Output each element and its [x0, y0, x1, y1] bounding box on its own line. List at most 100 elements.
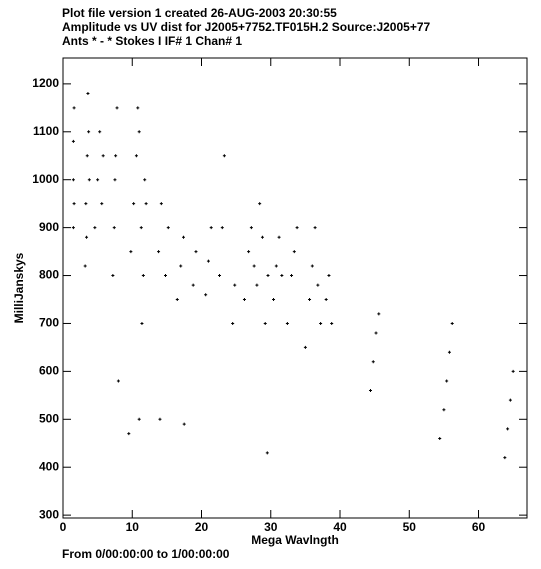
- point: [140, 321, 144, 325]
- point: [249, 226, 253, 230]
- point: [71, 178, 75, 182]
- point: [86, 91, 90, 95]
- point: [100, 202, 104, 206]
- point: [511, 369, 515, 373]
- point: [134, 154, 138, 158]
- title-line: Amplitude vs UV dist for J2005+7752.TF01…: [62, 20, 431, 34]
- point: [157, 250, 161, 254]
- point: [112, 226, 116, 230]
- point: [87, 130, 91, 134]
- point: [260, 235, 264, 239]
- point: [87, 178, 91, 182]
- point: [139, 226, 143, 230]
- point: [371, 360, 375, 364]
- point: [327, 274, 331, 278]
- y-tick-label: 1200: [32, 76, 59, 90]
- point: [85, 235, 89, 239]
- point: [98, 130, 102, 134]
- y-tick-label: 400: [39, 459, 59, 473]
- point: [116, 379, 120, 383]
- point: [191, 283, 195, 287]
- point: [263, 321, 267, 325]
- point: [280, 274, 284, 278]
- title-line: Ants * - * Stokes I IF# 1 Chan# 1: [62, 34, 242, 48]
- y-tick-label: 600: [39, 364, 59, 378]
- point: [84, 202, 88, 206]
- point: [194, 250, 198, 254]
- point: [129, 250, 133, 254]
- y-tick-label: 1100: [33, 124, 59, 138]
- point: [222, 154, 226, 158]
- point: [179, 264, 183, 268]
- point: [136, 106, 140, 110]
- point: [308, 298, 312, 301]
- point: [442, 408, 446, 412]
- point: [111, 274, 115, 278]
- point: [277, 235, 281, 239]
- point: [204, 293, 208, 297]
- plot-frame: [62, 57, 528, 519]
- point: [503, 456, 507, 460]
- point: [71, 226, 75, 230]
- point: [324, 298, 328, 301]
- point: [101, 154, 105, 158]
- point: [377, 312, 381, 316]
- point: [83, 264, 87, 268]
- y-tick-label: 800: [39, 268, 59, 282]
- y-tick-label: 500: [39, 411, 59, 425]
- footer: From 0/00:00:00 to 1/00:00:00: [62, 547, 230, 561]
- x-tick-label: 40: [333, 520, 347, 534]
- point: [175, 298, 179, 301]
- point: [255, 283, 259, 287]
- point: [209, 226, 213, 230]
- point: [272, 298, 276, 301]
- x-tick-label: 60: [472, 520, 486, 534]
- point: [242, 298, 246, 301]
- point: [141, 274, 145, 278]
- point: [231, 321, 235, 325]
- y-tick-label: 700: [39, 316, 59, 330]
- point: [115, 106, 119, 110]
- point: [233, 283, 237, 287]
- point: [292, 250, 296, 254]
- point: [72, 202, 76, 206]
- point: [137, 417, 141, 421]
- point: [163, 274, 167, 278]
- point: [274, 264, 278, 268]
- point: [508, 398, 512, 402]
- point: [258, 202, 262, 206]
- point: [206, 259, 210, 263]
- point: [330, 321, 334, 325]
- point: [445, 379, 449, 383]
- point: [447, 350, 451, 354]
- x-tick-label: 50: [403, 520, 417, 534]
- point: [143, 178, 147, 182]
- point: [96, 178, 100, 182]
- point: [114, 154, 118, 158]
- point: [137, 130, 141, 134]
- point: [182, 422, 186, 426]
- point: [368, 389, 372, 393]
- point: [220, 226, 224, 230]
- y-axis-label: MilliJanskys: [12, 252, 26, 323]
- point: [166, 226, 170, 230]
- point: [85, 154, 89, 158]
- y-tick-label: 900: [39, 220, 59, 234]
- title-line: Plot file version 1 created 26-AUG-2003 …: [62, 6, 337, 20]
- point: [144, 202, 148, 206]
- point: [506, 427, 510, 431]
- x-tick-label: 20: [195, 520, 209, 534]
- point: [316, 283, 320, 287]
- point: [182, 235, 186, 239]
- point: [132, 202, 136, 206]
- point: [159, 202, 163, 206]
- y-tick-label: 1000: [32, 172, 59, 186]
- point: [113, 178, 117, 182]
- point: [247, 250, 251, 254]
- point: [252, 264, 256, 268]
- point: [158, 417, 162, 421]
- x-tick-label: 0: [60, 520, 67, 534]
- x-tick-label: 10: [126, 520, 140, 534]
- point: [265, 451, 269, 455]
